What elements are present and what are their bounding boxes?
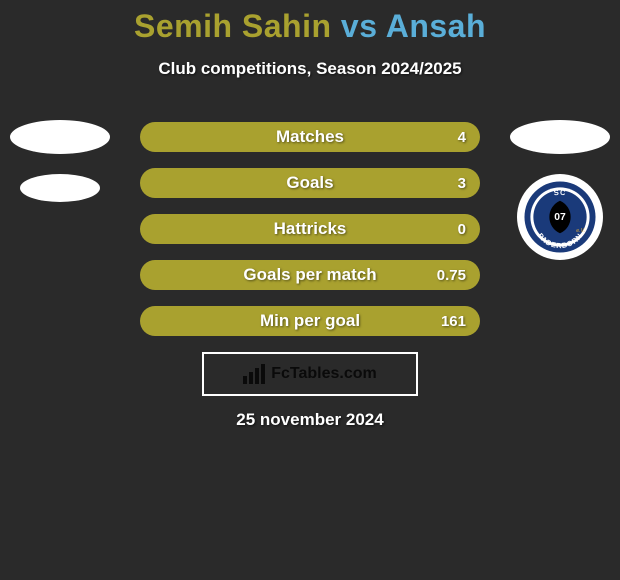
stat-right-value: 3 [458, 175, 466, 192]
page-title: Semih Sahin vs Ansah [0, 0, 620, 45]
stat-right-value: 161 [441, 313, 466, 330]
stat-right-value: 0.75 [437, 267, 466, 284]
footer-date: 25 november 2024 [0, 410, 620, 430]
stat-label: Goals [286, 173, 333, 193]
right-badges-column: SCPADERBORN07e.V. [510, 120, 610, 260]
subtitle: Club competitions, Season 2024/2025 [0, 59, 620, 79]
stat-label: Matches [276, 127, 344, 147]
stat-row: Min per goal 161 [140, 306, 480, 336]
svg-text:07: 07 [554, 212, 566, 223]
title-player1: Semih Sahin [134, 8, 332, 44]
stat-right-value: 4 [458, 129, 466, 146]
player-badge [20, 174, 100, 202]
stat-label: Hattricks [274, 219, 347, 239]
player-badge [10, 120, 110, 154]
stat-row: Goals 3 [140, 168, 480, 198]
chart-icon [243, 364, 265, 384]
svg-text:e.V.: e.V. [576, 228, 585, 234]
brand-box: FcTables.com [202, 352, 418, 396]
title-vs: vs [341, 8, 378, 44]
player-badge [510, 120, 610, 154]
stat-row: Goals per match 0.75 [140, 260, 480, 290]
title-player2: Ansah [386, 8, 486, 44]
stat-right-value: 0 [458, 221, 466, 238]
brand-text: FcTables.com [271, 365, 377, 383]
stat-label: Min per goal [260, 311, 360, 331]
stat-row: Matches 4 [140, 122, 480, 152]
stat-label: Goals per match [243, 265, 376, 285]
stats-panel: Matches 4 Goals 3 Hattricks 0 Goals per match 0… [140, 122, 480, 336]
left-badges-column [10, 120, 110, 202]
club-logo: SCPADERBORN07e.V. [517, 174, 603, 260]
paderborn-logo-icon: SCPADERBORN07e.V. [523, 180, 597, 254]
stat-row: Hattricks 0 [140, 214, 480, 244]
